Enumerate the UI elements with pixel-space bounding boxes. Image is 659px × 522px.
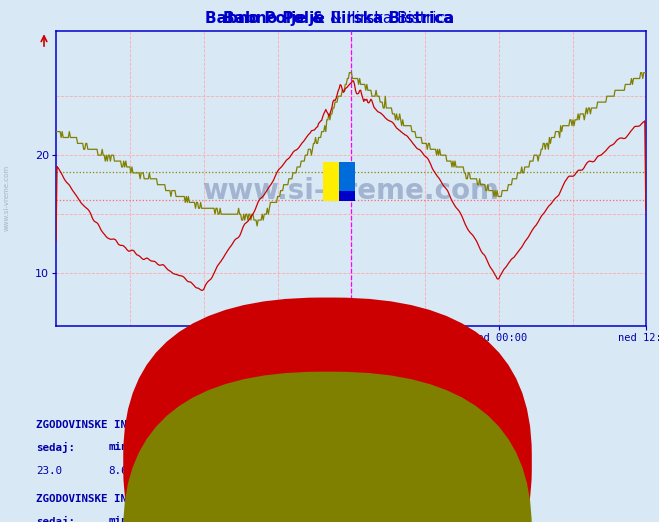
Text: ZGODOVINSKE IN TRENUTNE VREDNOSTI: ZGODOVINSKE IN TRENUTNE VREDNOSTI <box>36 494 250 504</box>
Text: 16.2: 16.2 <box>178 466 204 476</box>
Text: 23.0: 23.0 <box>36 466 62 476</box>
Text: povpr.:: povpr.: <box>178 516 223 522</box>
Bar <box>339 162 355 191</box>
Text: 8.6: 8.6 <box>109 466 129 476</box>
Text: povpr.:: povpr.: <box>178 442 223 452</box>
Text: Slovenija / vremenski podatki - avtomatske postaje.: Slovenija / vremenski podatki - avtomats… <box>177 358 482 367</box>
Polygon shape <box>323 162 355 191</box>
Text: www.si-vreme.com: www.si-vreme.com <box>202 176 500 205</box>
Text: min.:: min.: <box>109 516 141 522</box>
Text: min.:: min.: <box>109 442 141 452</box>
Text: maks.:: maks.: <box>247 442 286 452</box>
Text: zadnja dva dni / 5 minut.: zadnja dva dni / 5 minut. <box>254 372 405 382</box>
Text: Babno Polje: Babno Polje <box>323 442 394 453</box>
Text: Babno Polje: Babno Polje <box>223 10 330 26</box>
Text: ZGODOVINSKE IN TRENUTNE VREDNOSTI: ZGODOVINSKE IN TRENUTNE VREDNOSTI <box>36 420 250 430</box>
Text: & Ilirska Bistrica: & Ilirska Bistrica <box>330 10 454 26</box>
Text: sedaj:: sedaj: <box>36 442 75 453</box>
Text: navpična črta - razdelek 24 ur: navpična črta - razdelek 24 ur <box>239 401 420 412</box>
Text: sedaj:: sedaj: <box>36 516 75 522</box>
Text: Ilirska Bistrica: Ilirska Bistrica <box>323 516 427 522</box>
Bar <box>323 162 339 201</box>
Text: maks.:: maks.: <box>247 516 286 522</box>
Bar <box>339 191 355 201</box>
Text: www.si-vreme.com: www.si-vreme.com <box>3 165 10 231</box>
Text: Meritve: povprečne  Enote: metrične  Črta: povprečje: Meritve: povprečne Enote: metrične Črta:… <box>173 387 486 399</box>
Text: Babno Polje & Ilirska Bistrica: Babno Polje & Ilirska Bistrica <box>205 10 454 26</box>
Text: temp. zraka[C]: temp. zraka[C] <box>336 466 434 476</box>
Text: 26.1: 26.1 <box>247 466 273 476</box>
